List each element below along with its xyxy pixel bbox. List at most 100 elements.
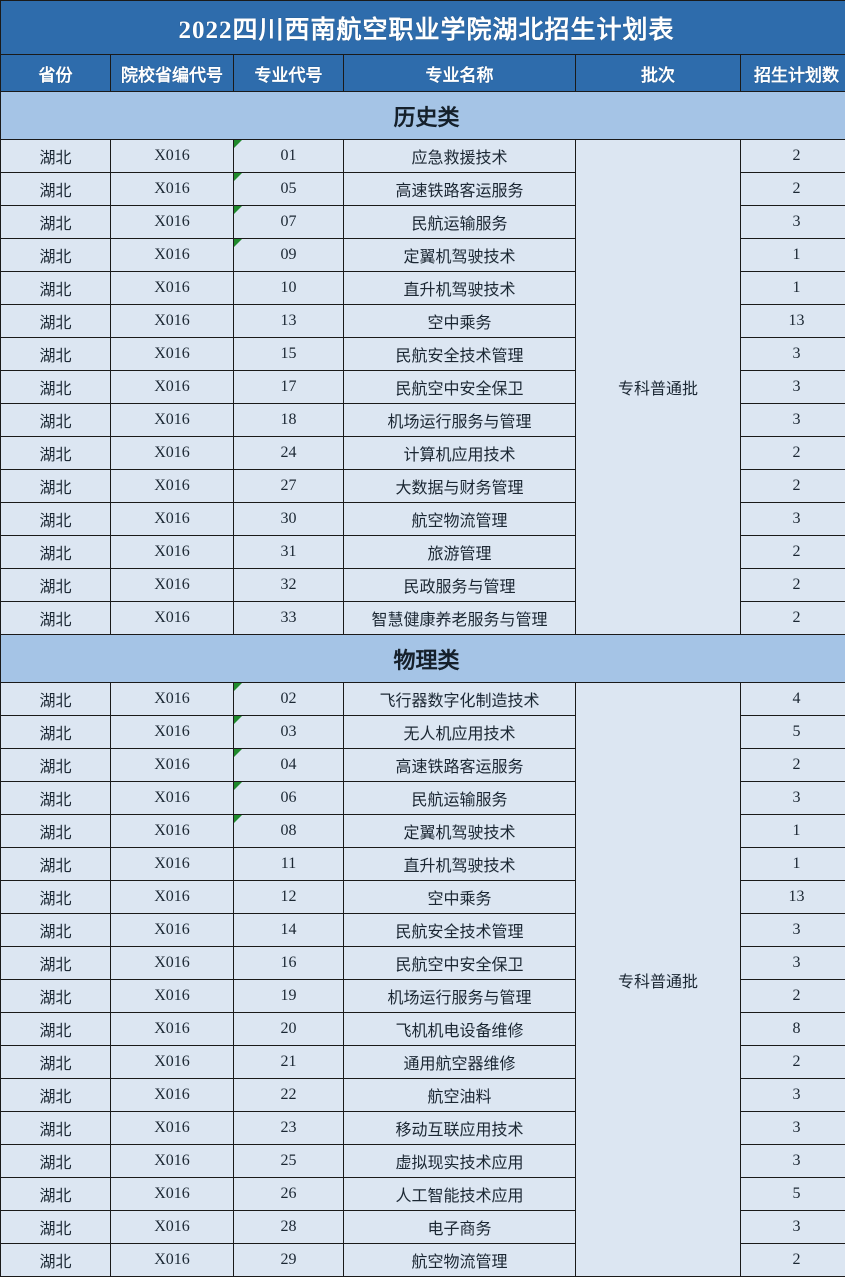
cell-school-code: X016 xyxy=(111,1244,234,1277)
cell-error-flag-icon xyxy=(234,173,242,181)
cell-major-code: 22 xyxy=(234,1079,344,1112)
cell-major-code: 11 xyxy=(234,848,344,881)
cell-school-code: X016 xyxy=(111,815,234,848)
cell-error-flag-icon xyxy=(234,140,242,148)
cell-major-code: 08 xyxy=(234,815,344,848)
cell-quota: 3 xyxy=(741,404,845,437)
cell-quota: 13 xyxy=(741,305,845,338)
cell-school-code: X016 xyxy=(111,1046,234,1079)
cell-major-name: 空中乘务 xyxy=(344,305,576,338)
cell-province: 湖北 xyxy=(1,1244,111,1277)
cell-major-code: 29 xyxy=(234,1244,344,1277)
cell-major-code: 27 xyxy=(234,470,344,503)
cell-major-name: 机场运行服务与管理 xyxy=(344,980,576,1013)
cell-major-code: 02 xyxy=(234,683,344,716)
cell-school-code: X016 xyxy=(111,371,234,404)
cell-major-code: 20 xyxy=(234,1013,344,1046)
cell-province: 湖北 xyxy=(1,881,111,914)
cell-error-flag-icon xyxy=(234,815,242,823)
cell-major-name: 民航运输服务 xyxy=(344,206,576,239)
cell-error-flag-icon xyxy=(234,206,242,214)
cell-major-name: 直升机驾驶技术 xyxy=(344,848,576,881)
cell-province: 湖北 xyxy=(1,536,111,569)
cell-province: 湖北 xyxy=(1,173,111,206)
cell-major-name: 飞行器数字化制造技术 xyxy=(344,683,576,716)
cell-major-code: 32 xyxy=(234,569,344,602)
cell-school-code: X016 xyxy=(111,602,234,635)
cell-major-code: 28 xyxy=(234,1211,344,1244)
cell-major-name: 民航运输服务 xyxy=(344,782,576,815)
cell-quota: 2 xyxy=(741,470,845,503)
cell-quota: 3 xyxy=(741,914,845,947)
cell-province: 湖北 xyxy=(1,305,111,338)
cell-province: 湖北 xyxy=(1,683,111,716)
cell-quota: 2 xyxy=(741,602,845,635)
cell-quota: 2 xyxy=(741,536,845,569)
cell-school-code: X016 xyxy=(111,569,234,602)
cell-province: 湖北 xyxy=(1,338,111,371)
cell-major-name: 智慧健康养老服务与管理 xyxy=(344,602,576,635)
cell-school-code: X016 xyxy=(111,1145,234,1178)
cell-batch: 专科普通批 xyxy=(576,683,741,1277)
cell-quota: 2 xyxy=(741,173,845,206)
cell-quota: 1 xyxy=(741,272,845,305)
cell-major-code: 21 xyxy=(234,1046,344,1079)
cell-quota: 5 xyxy=(741,716,845,749)
cell-province: 湖北 xyxy=(1,848,111,881)
cell-quota: 3 xyxy=(741,1112,845,1145)
cell-school-code: X016 xyxy=(111,1112,234,1145)
cell-quota: 2 xyxy=(741,569,845,602)
section-header-row: 历史类 xyxy=(1,92,845,140)
cell-school-code: X016 xyxy=(111,749,234,782)
cell-quota: 2 xyxy=(741,980,845,1013)
cell-major-code: 30 xyxy=(234,503,344,536)
cell-school-code: X016 xyxy=(111,716,234,749)
cell-province: 湖北 xyxy=(1,371,111,404)
cell-major-name: 航空物流管理 xyxy=(344,503,576,536)
section-title: 物理类 xyxy=(1,635,845,683)
cell-major-code: 23 xyxy=(234,1112,344,1145)
cell-major-name: 人工智能技术应用 xyxy=(344,1178,576,1211)
column-header-province: 省份 xyxy=(1,55,111,92)
cell-major-name: 民政服务与管理 xyxy=(344,569,576,602)
cell-school-code: X016 xyxy=(111,305,234,338)
cell-province: 湖北 xyxy=(1,206,111,239)
cell-major-code: 04 xyxy=(234,749,344,782)
cell-quota: 2 xyxy=(741,140,845,173)
column-header-major_code: 专业代号 xyxy=(234,55,344,92)
table-title-row: 2022四川西南航空职业学院湖北招生计划表 xyxy=(1,1,845,55)
cell-quota: 3 xyxy=(741,1079,845,1112)
cell-major-name: 空中乘务 xyxy=(344,881,576,914)
cell-major-name: 民航安全技术管理 xyxy=(344,914,576,947)
cell-major-name: 电子商务 xyxy=(344,1211,576,1244)
cell-school-code: X016 xyxy=(111,1013,234,1046)
cell-batch: 专科普通批 xyxy=(576,140,741,635)
cell-major-code: 09 xyxy=(234,239,344,272)
cell-major-code: 19 xyxy=(234,980,344,1013)
cell-major-name: 高速铁路客运服务 xyxy=(344,749,576,782)
cell-major-name: 应急救援技术 xyxy=(344,140,576,173)
cell-major-code: 07 xyxy=(234,206,344,239)
cell-major-name: 旅游管理 xyxy=(344,536,576,569)
cell-major-name: 移动互联应用技术 xyxy=(344,1112,576,1145)
column-header-major_name: 专业名称 xyxy=(344,55,576,92)
cell-major-code: 17 xyxy=(234,371,344,404)
column-header-quota: 招生计划数 xyxy=(741,55,845,92)
cell-province: 湖北 xyxy=(1,1112,111,1145)
cell-quota: 2 xyxy=(741,1244,845,1277)
section-title: 历史类 xyxy=(1,92,845,140)
cell-error-flag-icon xyxy=(234,683,242,691)
cell-major-name: 机场运行服务与管理 xyxy=(344,404,576,437)
cell-major-name: 定翼机驾驶技术 xyxy=(344,815,576,848)
cell-quota: 3 xyxy=(741,1211,845,1244)
cell-school-code: X016 xyxy=(111,437,234,470)
cell-province: 湖北 xyxy=(1,749,111,782)
cell-error-flag-icon xyxy=(234,716,242,724)
cell-school-code: X016 xyxy=(111,947,234,980)
cell-major-code: 31 xyxy=(234,536,344,569)
cell-school-code: X016 xyxy=(111,206,234,239)
